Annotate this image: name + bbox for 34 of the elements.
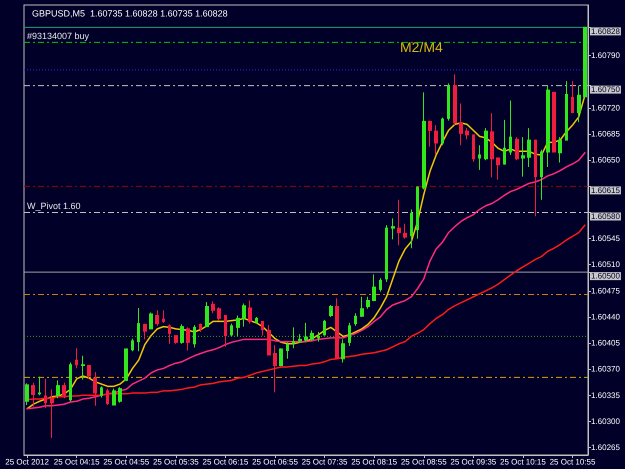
y-tick-label: 1.60510 xyxy=(591,260,620,270)
y-tick-label: 1.60650 xyxy=(591,156,620,165)
x-tick-label: 25 Oct 10:15 xyxy=(500,458,546,466)
y-tick-label: 1.60475 xyxy=(591,286,620,296)
ref-line-label: #93134007 buy xyxy=(27,30,90,41)
x-tick-label: 25 Oct 05:35 xyxy=(152,458,200,466)
y-tick-label: 1.60790 xyxy=(591,51,620,60)
y-tick-label: 1.60265 xyxy=(591,443,620,452)
chart-title: GBPUSD,M5 1.60735 1.60828 1.60735 1.60828 xyxy=(32,8,228,18)
y-tick-label: 1.60335 xyxy=(591,390,620,400)
y-tick-label: 1.60580 xyxy=(591,212,620,221)
x-tick-label: 25 Oct 2012 xyxy=(5,458,50,466)
x-tick-label: 25 Oct 08:55 xyxy=(400,458,448,466)
x-tick-label: 25 Oct 10:55 xyxy=(550,458,596,466)
y-tick-label: 1.60545 xyxy=(591,234,620,244)
x-tick-label: 25 Oct 06:15 xyxy=(202,458,249,466)
x-tick-label: 25 Oct 07:35 xyxy=(302,458,348,466)
annotation: M2/M4 xyxy=(400,39,443,55)
x-tick-label: 25 Oct 04:55 xyxy=(103,458,150,466)
y-tick-label: 1.60615 xyxy=(591,186,620,195)
x-tick-label: 25 Oct 04:15 xyxy=(54,458,100,466)
ref-line-label: W_Pivot 1.60 xyxy=(27,200,81,211)
x-tick-label: 25 Oct 08:15 xyxy=(351,458,398,466)
y-tick-label: 1.60685 xyxy=(591,130,620,139)
y-tick-label: 1.60500 xyxy=(591,272,620,281)
y-tick-label: 1.60370 xyxy=(591,364,620,374)
y-tick-label: 1.60720 xyxy=(591,103,620,112)
y-tick-label: 1.60750 xyxy=(591,85,620,94)
y-tick-label: 1.60405 xyxy=(591,338,620,348)
y-tick-label: 1.60300 xyxy=(591,416,620,426)
y-tick-label: 1.60440 xyxy=(591,312,620,322)
x-tick-label: 25 Oct 09:35 xyxy=(450,458,497,466)
y-tick-label: 1.60828 xyxy=(591,26,620,36)
x-tick-label: 25 Oct 06:55 xyxy=(252,458,298,466)
